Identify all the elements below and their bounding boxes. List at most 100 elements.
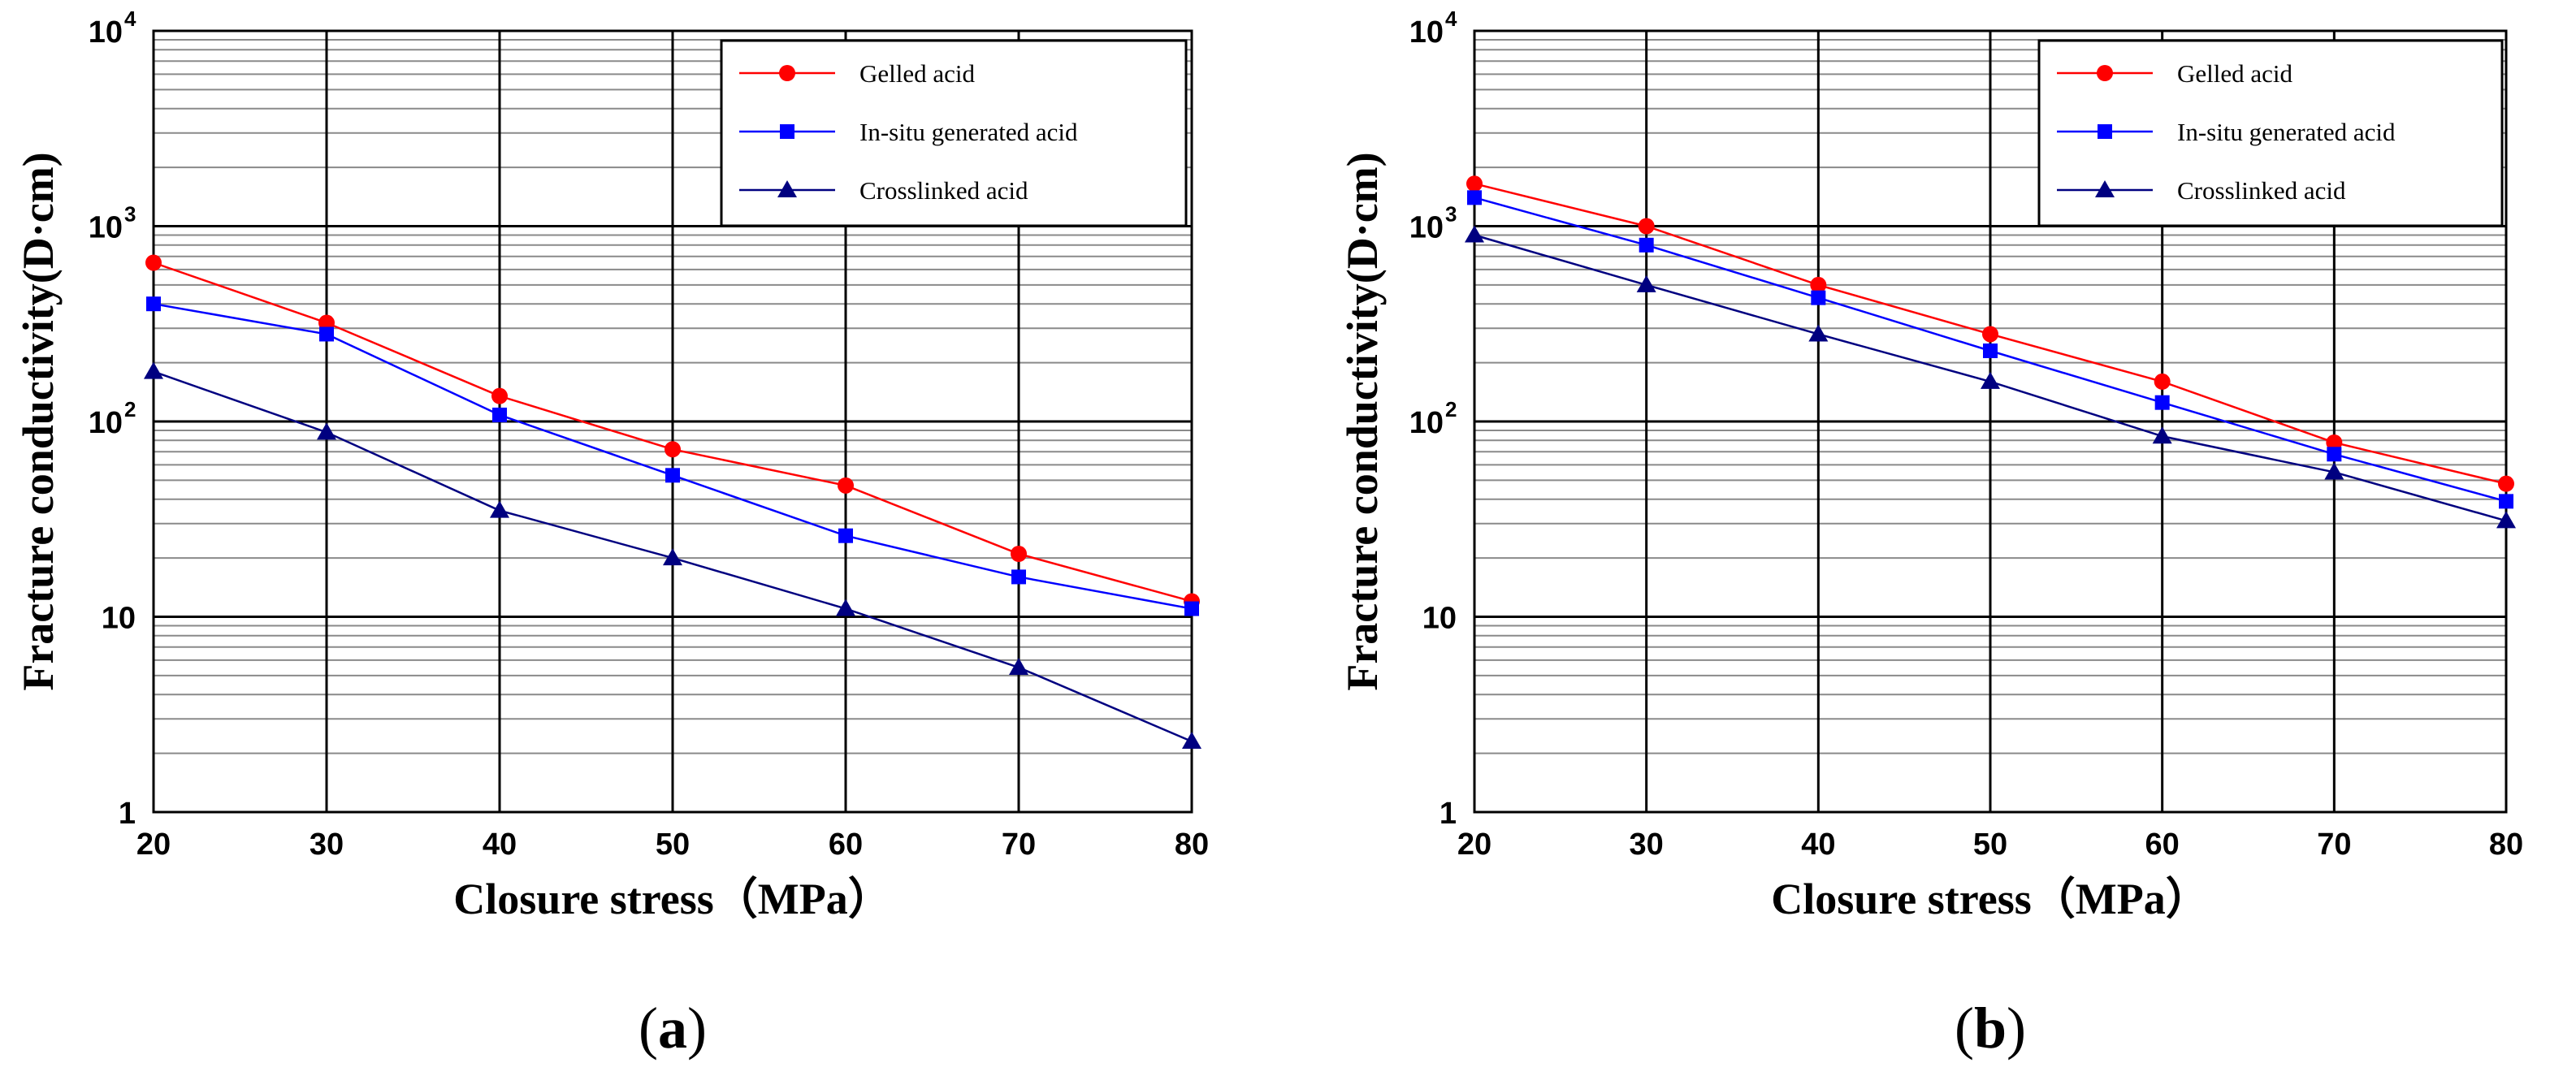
data-point (1466, 175, 1483, 192)
x-tick-label: 30 (1630, 828, 1664, 862)
y-axis-title: Fracture conductivity(D·cm) (14, 152, 63, 690)
data-point (490, 500, 509, 518)
y-tick-exponent: 3 (124, 202, 136, 227)
data-point (1184, 601, 1199, 616)
x-tick-label: 50 (656, 828, 690, 862)
data-point (1811, 290, 1826, 305)
caption-letter: a (658, 996, 687, 1061)
legend: Gelled acid In-situ generated acid Crossli… (720, 39, 1188, 227)
y-tick-exponent: 2 (124, 397, 136, 421)
caption-paren-close: ) (687, 996, 707, 1061)
data-point (1982, 326, 1998, 343)
legend-marker (2097, 65, 2113, 81)
x-tick-label: 50 (1973, 828, 2007, 862)
legend-label: Gelled acid (2177, 59, 2293, 88)
x-tick-label: 20 (1457, 828, 1491, 862)
data-point (491, 387, 508, 404)
legend-label: Crosslinked acid (2177, 176, 2346, 205)
data-point (2499, 494, 2513, 509)
legend-label: Crosslinked acid (859, 176, 1028, 205)
x-tick-label: 80 (1175, 828, 1209, 862)
data-point (145, 254, 162, 271)
data-point (1636, 274, 1656, 292)
x-axis-title: Closure stress（MPa） (453, 875, 891, 923)
panel-caption: (a) (639, 996, 707, 1061)
legend-marker (780, 124, 794, 139)
y-axis-title: Fracture conductivity(D·cm) (1338, 152, 1387, 690)
x-axis-title: Closure stress（MPa） (1771, 875, 2209, 923)
data-point (1467, 190, 1482, 205)
y-tick-label: 10 (102, 602, 136, 636)
series-gelled-acid (1466, 175, 2514, 492)
legend-box (720, 39, 1188, 227)
x-tick-label: 40 (483, 828, 517, 862)
caption-letter: b (1974, 996, 2007, 1061)
y-tick-label: 10 (1409, 211, 1444, 245)
legend-marker (779, 65, 795, 81)
data-point (665, 441, 681, 458)
y-tick-exponent: 2 (1445, 397, 1457, 421)
y-tick-label: 1 (1440, 797, 1457, 831)
x-tick-label: 70 (2317, 828, 2351, 862)
y-tick-label: 10 (89, 211, 123, 245)
data-point (2498, 475, 2514, 492)
y-tick-exponent: 4 (124, 6, 136, 31)
series-in-situ-generated-acid (1467, 190, 2513, 509)
data-point (317, 422, 336, 440)
data-point (2496, 511, 2516, 529)
x-tick-label: 40 (1801, 828, 1835, 862)
data-point (1981, 371, 2000, 389)
x-tick-label: 70 (1002, 828, 1036, 862)
x-tick-label: 60 (829, 828, 863, 862)
data-point (2154, 395, 2170, 410)
legend-marker (2098, 124, 2112, 139)
x-tick-label: 80 (2489, 828, 2523, 862)
legend-box (2037, 39, 2504, 227)
data-point (1011, 569, 1026, 585)
data-point (1009, 657, 1028, 675)
x-tick-label: 20 (136, 828, 171, 862)
caption-paren-open: ( (1955, 996, 1974, 1061)
legend-marker (2095, 180, 2115, 197)
data-point (1465, 225, 1484, 243)
plot-frame (1473, 29, 2508, 814)
data-point (1638, 218, 1655, 235)
series-crosslinked-acid (144, 361, 1201, 750)
data-point (1810, 276, 1827, 293)
data-point (836, 599, 855, 616)
data-point (146, 296, 161, 312)
data-point (2326, 434, 2343, 451)
data-point (665, 468, 680, 483)
y-tick-label: 10 (1409, 406, 1444, 440)
y-tick-label: 1 (119, 797, 136, 831)
data-point (838, 528, 853, 543)
legend-marker (777, 180, 797, 197)
data-point (1182, 732, 1201, 750)
data-point (2154, 373, 2171, 390)
legend: Gelled acid In-situ generated acid Crossli… (2037, 39, 2504, 227)
data-point (663, 548, 682, 566)
y-tick-exponent: 3 (1445, 202, 1457, 227)
data-point (319, 326, 334, 342)
data-point (1639, 237, 1654, 253)
data-point (838, 477, 854, 494)
plot-frame (152, 29, 1193, 814)
legend-label: In-situ generated acid (2177, 118, 2396, 146)
x-tick-label: 30 (310, 828, 344, 862)
caption-paren-close: ) (2007, 996, 2026, 1061)
data-point (1983, 344, 1998, 359)
data-point (1011, 546, 1027, 563)
data-point (1808, 324, 1829, 342)
data-point (2327, 447, 2342, 462)
legend-label: Gelled acid (859, 59, 976, 88)
caption-paren-open: ( (639, 996, 658, 1061)
data-point (2324, 462, 2344, 480)
data-point (492, 407, 507, 422)
y-tick-label: 10 (89, 15, 123, 50)
series-crosslinked-acid (1465, 225, 2516, 529)
y-tick-label: 10 (89, 406, 123, 440)
x-tick-label: 60 (2145, 828, 2180, 862)
